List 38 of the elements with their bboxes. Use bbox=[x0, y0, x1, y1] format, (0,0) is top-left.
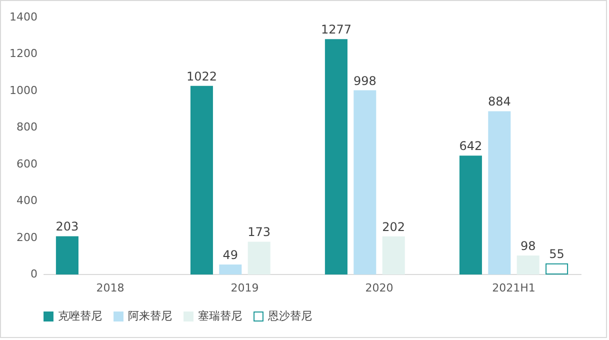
bar bbox=[248, 242, 270, 274]
bar bbox=[56, 236, 78, 274]
y-tick-label: 400 bbox=[16, 194, 38, 208]
data-label: 173 bbox=[248, 225, 271, 240]
data-label: 49 bbox=[222, 248, 238, 262]
bar bbox=[190, 86, 213, 274]
data-label: 642 bbox=[459, 139, 482, 154]
y-tick-label: 1000 bbox=[10, 84, 38, 97]
bar bbox=[546, 263, 568, 274]
bar bbox=[459, 156, 482, 274]
data-label: 884 bbox=[488, 94, 511, 109]
bar bbox=[324, 39, 348, 274]
legend-label: 阿来替尼 bbox=[128, 310, 172, 323]
x-tick-label: 2021H1 bbox=[492, 282, 536, 294]
y-tick-label: 0 bbox=[30, 268, 38, 280]
y-tick-label: 1200 bbox=[10, 47, 38, 60]
bar bbox=[516, 256, 540, 274]
bar bbox=[219, 264, 242, 274]
data-label: 998 bbox=[353, 74, 376, 88]
x-tick-label: 2020 bbox=[365, 282, 394, 294]
data-label: 203 bbox=[56, 220, 79, 234]
y-tick-label: 600 bbox=[16, 157, 38, 170]
data-label: 1277 bbox=[320, 22, 352, 37]
data-label: 55 bbox=[549, 246, 564, 261]
x-tick-label: 2018 bbox=[96, 282, 124, 294]
y-tick-label: 800 bbox=[16, 120, 38, 134]
bar bbox=[354, 90, 376, 274]
bar bbox=[382, 236, 405, 274]
legend-label: 恩沙替尼 bbox=[267, 310, 312, 323]
data-label: 98 bbox=[520, 239, 536, 254]
legend-label: 塞瑞替尼 bbox=[198, 310, 242, 323]
legend-label: 克唑替尼 bbox=[58, 310, 102, 323]
data-label: 1022 bbox=[186, 69, 217, 84]
x-tick-label: 2019 bbox=[230, 282, 259, 294]
bar bbox=[488, 111, 511, 274]
y-tick-label: 1400 bbox=[10, 10, 38, 24]
data-label: 202 bbox=[382, 220, 406, 234]
y-tick-label: 200 bbox=[16, 230, 38, 244]
